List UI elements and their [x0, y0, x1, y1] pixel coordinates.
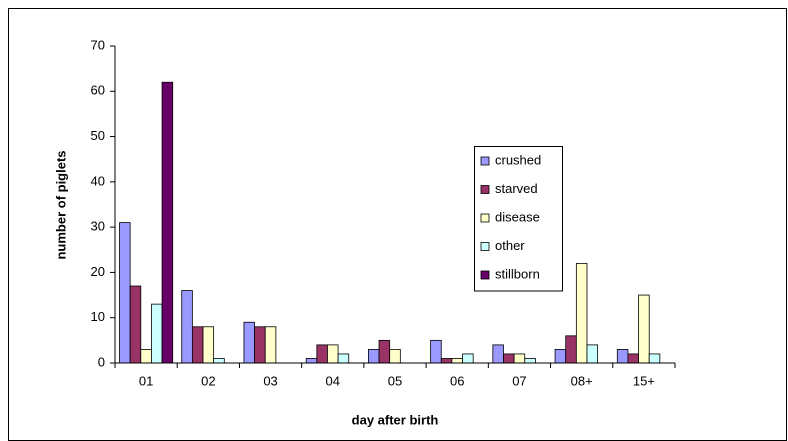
bar [513, 353, 526, 364]
bar [575, 262, 588, 364]
y-tick-label: 30 [91, 219, 105, 234]
x-tick-label: 08+ [571, 373, 593, 388]
legend-swatch [480, 270, 490, 280]
bar [161, 81, 174, 364]
bar [503, 353, 515, 364]
bar [389, 349, 401, 364]
bar [586, 344, 599, 364]
legend-label: disease [495, 209, 540, 224]
chart-frame [8, 8, 787, 441]
bar [367, 349, 380, 364]
x-tick-label: 04 [326, 373, 340, 388]
bar [638, 294, 650, 364]
x-axis-title: day after birth [352, 412, 439, 427]
legend-swatch [480, 156, 490, 166]
y-tick-label: 10 [91, 309, 105, 324]
bar [524, 358, 536, 364]
bar [181, 290, 193, 364]
bar [648, 353, 661, 364]
legend-swatch [480, 242, 490, 251]
bar [378, 339, 391, 364]
bar [616, 349, 629, 364]
bar [337, 353, 350, 364]
bar [243, 321, 255, 364]
x-tick-label: 15+ [633, 373, 655, 388]
x-tick-label: 05 [388, 373, 402, 388]
y-tick-label: 0 [98, 354, 105, 369]
legend-label: other [495, 238, 525, 253]
bar [213, 358, 225, 364]
bar [191, 326, 204, 364]
bar [327, 344, 339, 364]
y-axis-title: number of piglets [53, 150, 68, 259]
bar [151, 303, 163, 364]
legend-swatch [480, 213, 490, 223]
bar [316, 344, 328, 364]
bar [254, 326, 266, 364]
bar [202, 326, 215, 364]
legend-label: starved [495, 181, 538, 196]
bar [129, 285, 142, 364]
x-tick-label: 06 [450, 373, 464, 388]
bar [140, 349, 152, 364]
bar [627, 353, 639, 364]
y-tick-label: 50 [91, 128, 105, 143]
y-tick-label: 20 [91, 264, 105, 279]
bar [440, 358, 453, 364]
bar [565, 335, 577, 364]
bar [119, 222, 131, 364]
y-tick-label: 60 [91, 83, 105, 98]
x-tick-label: 07 [512, 373, 526, 388]
bar [305, 358, 318, 364]
bar [554, 349, 567, 364]
x-tick-label: 02 [201, 373, 215, 388]
bar [492, 344, 504, 364]
legend-label: stillborn [495, 266, 540, 281]
y-tick-label: 70 [91, 37, 105, 52]
x-tick-label: 01 [139, 373, 153, 388]
bar [451, 358, 463, 364]
legend-label: crushed [495, 152, 541, 167]
bar [264, 326, 277, 364]
bar [462, 353, 474, 364]
bar [430, 339, 442, 364]
x-tick-label: 03 [263, 373, 277, 388]
y-tick-label: 40 [91, 173, 105, 188]
legend-swatch [480, 185, 490, 194]
